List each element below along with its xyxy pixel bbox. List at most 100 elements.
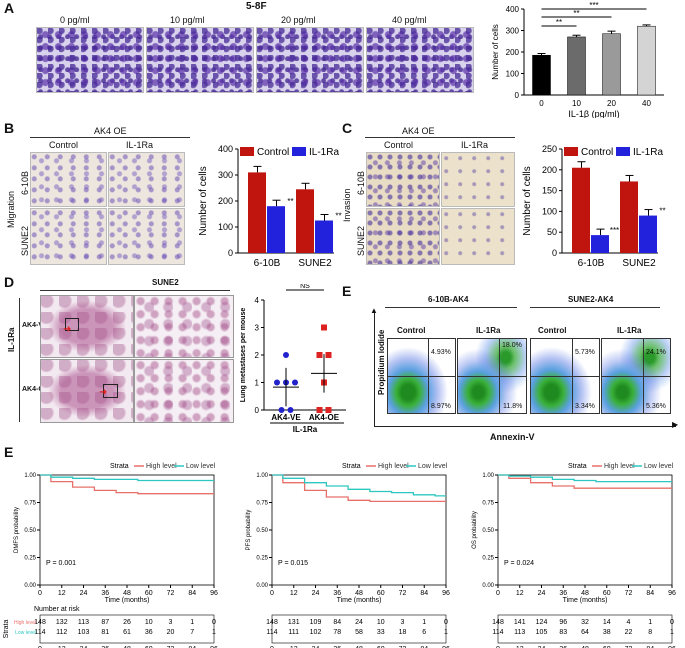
x-tick-label: 36	[101, 590, 109, 597]
x-tick-label: AK4-OE	[309, 413, 340, 422]
legend-label: High level	[604, 463, 635, 470]
y-tick-label: 200	[506, 48, 520, 57]
x-tick-label: 72	[399, 590, 407, 597]
legend-swatch	[240, 147, 254, 156]
data-point	[325, 352, 332, 358]
y-tick-label: 0.00	[256, 583, 268, 589]
risk-title: Number at risk	[34, 606, 80, 613]
risk-value: 10	[377, 619, 385, 626]
flow-bottom-pct: 8.97%	[431, 403, 451, 410]
risk-value: 131	[288, 619, 300, 626]
panel-c-row-label: 6-10B	[356, 170, 366, 195]
risk-value: 33	[377, 629, 385, 636]
x-tick-label: 84	[188, 590, 196, 597]
panel-a-label: A	[4, 0, 15, 16]
y-tick-label: 0.25	[24, 556, 36, 562]
panel-a-image-label: 20 pg/ml	[281, 15, 316, 25]
x-tick-label: 84	[420, 590, 428, 597]
y-tick-label: 1.00	[482, 473, 494, 479]
panel-c-micrograph	[366, 208, 440, 265]
y-tick-label: 250	[542, 144, 557, 154]
risk-x-tick-label: 12	[290, 646, 298, 648]
arrow-right-icon: ▶	[672, 420, 679, 429]
legend-swatch	[564, 147, 578, 156]
y-tick-label: 0	[255, 406, 260, 415]
panel-d-zoom-section	[134, 295, 234, 358]
risk-value: 0	[444, 619, 448, 626]
bar	[591, 235, 609, 253]
bar	[602, 33, 621, 96]
km-curve	[498, 474, 672, 489]
risk-value: 22	[625, 629, 633, 636]
sig-label: **	[287, 197, 293, 206]
x-tick-label: 0	[270, 590, 274, 597]
panel-c-col-label: Control	[384, 140, 414, 150]
chart-c: 0 50 100 150 200 250 Number of cells 6-10B *** SU…	[522, 144, 666, 269]
panel-d-header: SUNE2	[152, 278, 179, 287]
legend-strata: Strata	[342, 463, 361, 470]
sig-label: **	[573, 9, 579, 18]
x-tick-label: 12	[58, 590, 66, 597]
x-tick-label: 60	[377, 590, 385, 597]
panel-b-row-label: SUNE2	[20, 225, 30, 256]
risk-value: 148	[492, 619, 504, 626]
flow-top-pct: 4.93%	[431, 349, 451, 356]
x-tick-label: 24	[312, 590, 320, 597]
risk-x-tick-label: 48	[581, 646, 589, 648]
panel-d-zoom-section	[134, 359, 234, 423]
risk-value: 14	[603, 619, 611, 626]
y-axis-label: Number of cells	[491, 24, 500, 80]
chart-a: 0 100 200 300 400 Number of cells 0 10 20 40 IL-1β…	[491, 1, 664, 118]
flow-top-pct: 5.73%	[575, 349, 595, 356]
x-tick-label: 48	[581, 590, 589, 597]
x-tick-label: 60	[603, 590, 611, 597]
y-tick-label: 0.25	[482, 556, 494, 562]
x-tick-label: 84	[646, 590, 654, 597]
risk-value: 1	[212, 629, 216, 636]
flow-bottom-pct: 5.36%	[646, 403, 666, 410]
x-axis-label: Time (months)	[337, 597, 382, 604]
risk-value: 64	[581, 629, 589, 636]
y-tick-label: 400	[506, 5, 520, 14]
flow-plot: 18.0% 11.8%	[457, 338, 527, 414]
panel-b-col-label: IL-1Ra	[126, 140, 154, 150]
x-tick-label: 6-10B	[578, 258, 605, 269]
panel-a-micrograph	[366, 27, 474, 93]
p-value: P = 0.024	[504, 560, 534, 567]
panel-a-image-label: 40 pg/ml	[392, 15, 427, 25]
panel-b-micrograph	[30, 152, 107, 207]
risk-x-tick-label: 96	[210, 646, 218, 648]
risk-value: 32	[581, 619, 589, 626]
y-tick-label: 1	[255, 379, 260, 388]
risk-x-tick-label: 60	[603, 646, 611, 648]
panel-a-image-label: 10 pg/ml	[170, 15, 205, 25]
panel-d-row-label: AK4-OE	[22, 386, 49, 393]
panel-c-header-line	[365, 137, 515, 138]
flow-top-pct: 18.0%	[502, 342, 522, 349]
km-curve	[498, 474, 672, 483]
panel-c-micrograph	[441, 152, 515, 207]
y-tick-label: 0.00	[482, 583, 494, 589]
sig-label: **	[335, 212, 341, 221]
y-axis-label: Number of cells	[198, 166, 209, 235]
arrow-icon: ➜	[99, 387, 108, 398]
plot-frame	[39, 474, 215, 586]
risk-frame	[271, 614, 447, 644]
bar	[567, 36, 586, 96]
y-axis-label: PFS probability	[246, 510, 252, 551]
risk-x-tick-label: 72	[625, 646, 633, 648]
y-tick-label: 50	[547, 227, 557, 237]
risk-x-tick-label: 24	[80, 646, 88, 648]
risk-value: 58	[355, 629, 363, 636]
risk-value: 24	[355, 619, 363, 626]
legend-label: High level	[378, 463, 409, 470]
data-point	[278, 407, 285, 413]
panel-c-label: C	[342, 120, 353, 136]
x-tick-label: 12	[516, 590, 524, 597]
y-tick-label: 0.50	[24, 528, 36, 534]
flow-group-label: 6-10B-AK4	[428, 295, 469, 304]
risk-x-tick-label: 36	[333, 646, 341, 648]
risk-value: 1	[190, 619, 194, 626]
panel-d-lung-section: ➜	[40, 359, 134, 423]
risk-x-tick-label: 36	[559, 646, 567, 648]
